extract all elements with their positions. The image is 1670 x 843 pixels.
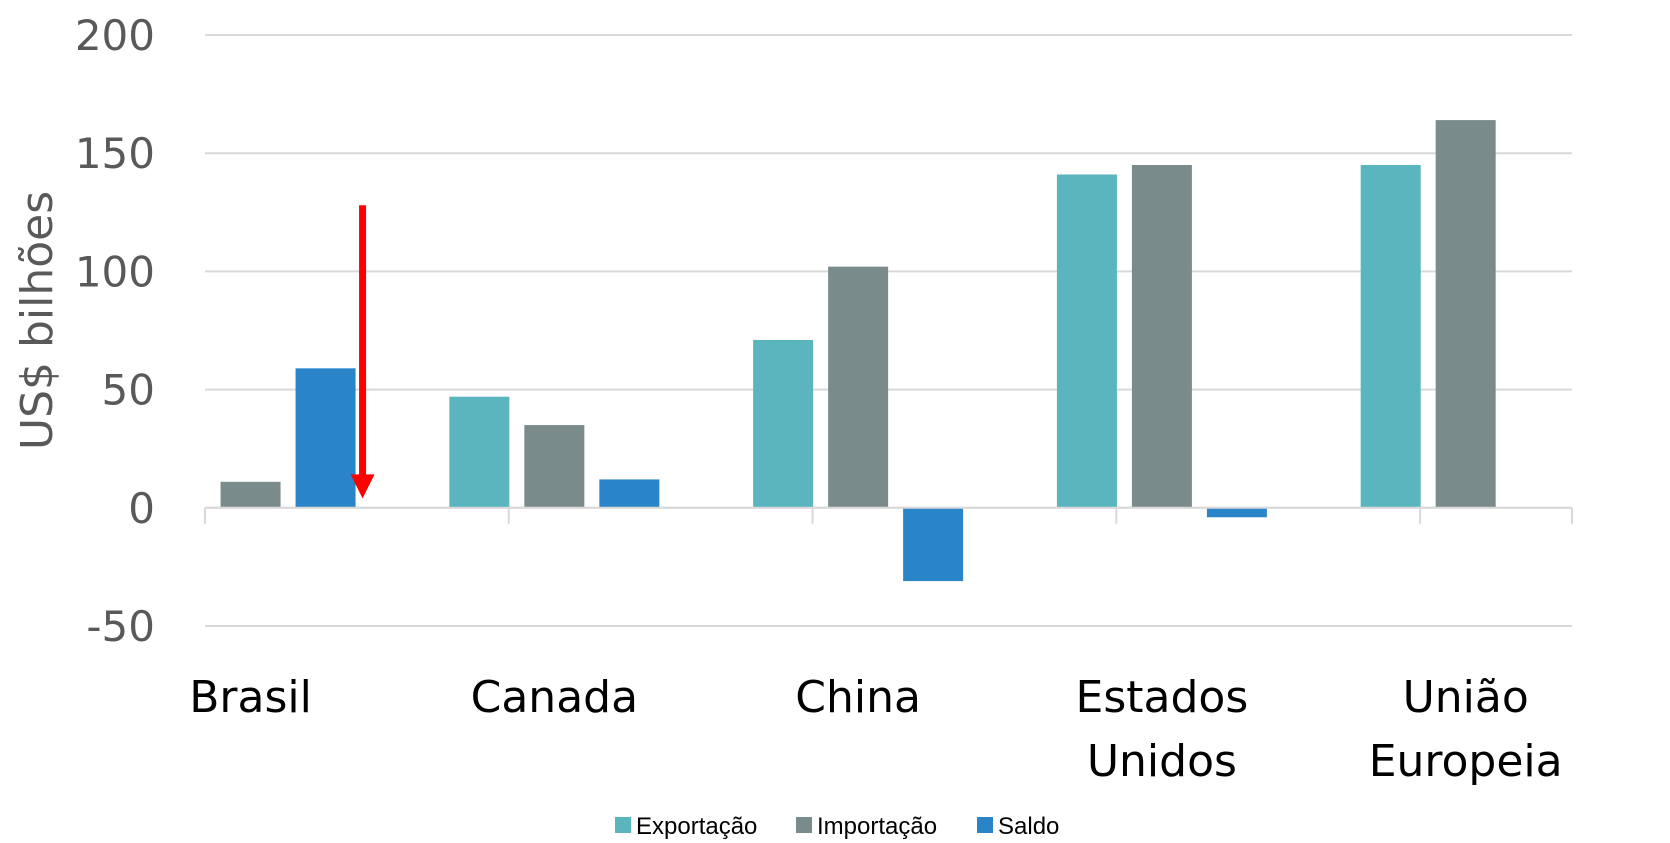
category-label: União Europeia — [1369, 672, 1563, 787]
legend-swatch-exportação — [615, 817, 631, 833]
category-label: Brasil — [189, 672, 312, 723]
category-label-line: Canada — [471, 672, 638, 723]
y-axis-label: US$ bilhões — [12, 191, 63, 450]
bar-importação-3 — [1131, 165, 1192, 508]
category-labels: Brasil Canada China Estados Unidos União Europ… — [189, 672, 1562, 787]
bar-exportação-3 — [1056, 174, 1117, 508]
legend: Exportação Importação Saldo — [615, 813, 1059, 840]
bar-saldo-2 — [903, 507, 964, 582]
annotation-arrow-head — [350, 474, 375, 499]
legend-swatch-importação — [796, 817, 812, 833]
bar-importação-4 — [1435, 120, 1496, 508]
category-label: Estados Unidos — [1076, 672, 1249, 787]
y-tick-label: 0 — [128, 484, 155, 533]
annotation — [350, 205, 375, 499]
y-tick-label: 200 — [75, 11, 155, 60]
category-label-line: Europeia — [1369, 736, 1563, 787]
category-label: Canada — [471, 672, 638, 723]
bar-exportação-2 — [753, 339, 814, 508]
bar-saldo-1 — [599, 479, 660, 508]
legend-label: Importação — [817, 813, 937, 840]
category-label: China — [795, 672, 921, 723]
bars — [220, 120, 1496, 582]
bar-importação-0 — [220, 481, 281, 508]
bar-exportação-1 — [449, 396, 510, 508]
y-tick-label: 100 — [75, 247, 155, 296]
bar-exportação-4 — [1360, 165, 1421, 508]
category-label-line: União — [1403, 672, 1529, 723]
bar-importação-2 — [828, 266, 889, 508]
bar-importação-1 — [524, 425, 585, 508]
bar-saldo-0 — [295, 368, 356, 508]
legend-label: Saldo — [998, 813, 1059, 840]
bar-saldo-3 — [1206, 507, 1267, 518]
category-label-line: Unidos — [1087, 736, 1237, 787]
y-tick-label: 150 — [75, 129, 155, 178]
legend-swatch-saldo — [977, 817, 993, 833]
category-label-line: China — [795, 672, 921, 723]
y-tick-label: 50 — [102, 366, 155, 415]
category-label-line: Brasil — [189, 672, 312, 723]
x-axis — [204, 506, 1573, 524]
y-axis-ticks: 200 150 100 50 0 -50 — [75, 11, 155, 651]
y-tick-label: -50 — [86, 602, 155, 651]
category-label-line: Estados — [1076, 672, 1249, 723]
legend-label: Exportação — [636, 813, 757, 840]
